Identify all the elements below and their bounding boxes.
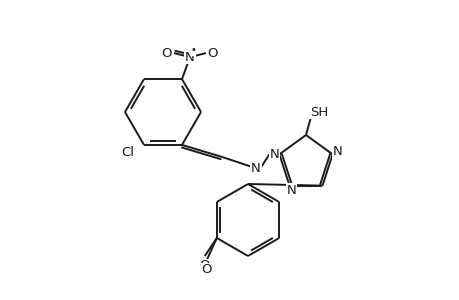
Text: N: N xyxy=(332,145,342,158)
Text: N: N xyxy=(269,148,279,161)
Text: N: N xyxy=(286,184,296,197)
Text: SH: SH xyxy=(309,106,327,118)
Text: O: O xyxy=(201,263,212,277)
Text: N: N xyxy=(251,162,260,176)
Text: O: O xyxy=(207,46,218,60)
Text: N: N xyxy=(185,51,195,64)
Text: •: • xyxy=(190,45,196,55)
Text: O: O xyxy=(162,46,172,60)
Text: O: O xyxy=(199,260,210,272)
Text: Cl: Cl xyxy=(121,146,134,159)
